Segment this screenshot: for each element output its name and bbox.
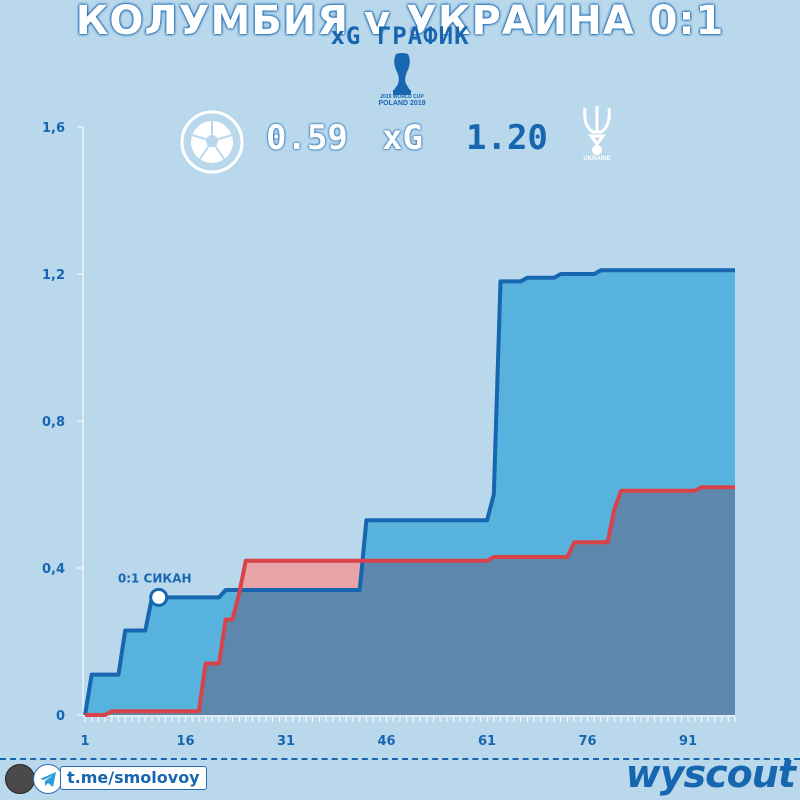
trident-badge-icon: [583, 106, 611, 155]
goal-annotation-label: 0:1 СИКАН: [118, 571, 192, 585]
y-tick-label: 0: [56, 709, 65, 724]
home-xg-area: [85, 487, 735, 715]
home-xg-line: [85, 485, 735, 717]
x-tick-label: 1: [80, 734, 89, 749]
x-tick-label: 16: [176, 734, 194, 749]
xg-label: xG: [382, 118, 423, 158]
x-tick-label: 31: [277, 734, 295, 749]
tournament-logo-line1: 2019 WORLD CUP: [380, 94, 424, 100]
x-tick-label: 46: [377, 734, 395, 749]
away-team-badge: UKRAINE: [575, 102, 619, 166]
telegram-icon[interactable]: [33, 764, 63, 794]
y-tick-label: 0,8: [42, 415, 65, 430]
y-tick-label: 1,2: [42, 268, 65, 283]
trophy-icon: [393, 53, 411, 95]
x-tick-label: 76: [579, 734, 597, 749]
football-badge-icon: [180, 110, 244, 174]
x-tick-label: 61: [478, 734, 496, 749]
away-xg-line: [83, 268, 735, 716]
away-xg-value: 1.20: [466, 118, 548, 158]
y-tick-label: 1,6: [42, 121, 65, 136]
page-title: КОЛУМБИЯ v УКРАИНА 0:1: [75, 0, 725, 44]
goal-marker: [149, 587, 169, 607]
y-tick-label: 0,4: [42, 562, 65, 577]
source-logo: wyscout: [625, 752, 796, 796]
footer-divider: [0, 758, 800, 760]
x-tick-label: 91: [679, 734, 697, 749]
chart-subtitle: xG ГРАФИК: [330, 22, 470, 50]
away-badge-text: UKRAINE: [583, 156, 611, 162]
home-xg-value: 0.59: [266, 118, 348, 158]
tournament-logo-line2: POLAND 2019: [378, 100, 426, 107]
avatar: [5, 764, 35, 794]
author-link[interactable]: t.me/smolovoy: [60, 766, 207, 790]
tournament-logo: 2019 WORLD CUP POLAND 2019: [376, 52, 428, 110]
home-team-badge: [180, 110, 244, 174]
